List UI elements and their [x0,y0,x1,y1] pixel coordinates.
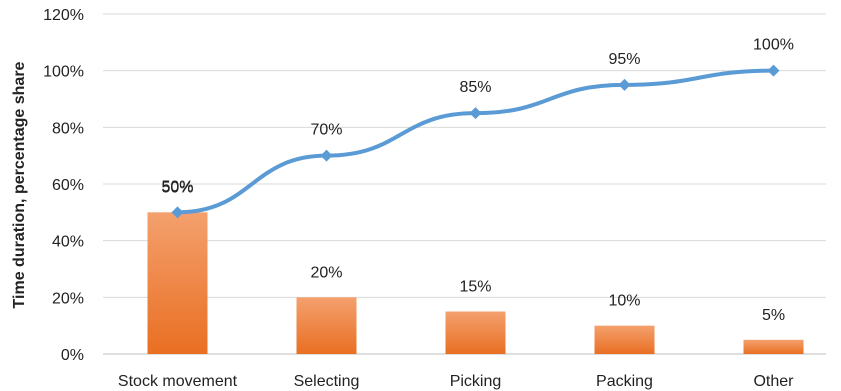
category-label: Stock movement [118,373,238,390]
gridlines [103,13,826,355]
x-axis-categories: Stock movement Selecting Picking Packing Oth… [118,373,794,390]
bar-value-label: 15% [459,279,491,296]
category-label: Selecting [294,373,360,390]
bar-0 [147,212,208,354]
cumulative-line-series [171,64,780,219]
line-point-marker [618,78,631,91]
y-tick-label: 100% [43,64,84,81]
bar-value-label: 50% [161,179,193,196]
y-tick-label: 0% [61,347,84,364]
bar-4 [743,339,804,354]
bar-1 [296,297,357,354]
y-tick-label: 60% [52,177,84,194]
category-label: Packing [596,373,653,390]
category-label: Other [753,373,794,390]
bar-3 [594,325,655,354]
line-value-label: 70% [310,122,342,139]
y-axis-ticks: 0% 20% 40% 60% 80% 100% 120% [43,7,84,364]
data-labels: 50%20%15%10%5%50%70%85%95%100% [161,37,793,324]
y-tick-label: 40% [52,234,84,251]
y-tick-label: 120% [43,7,84,24]
y-tick-label: 20% [52,290,84,307]
bar-value-label: 10% [608,293,640,310]
line-point-marker [171,206,184,219]
bar-value-label: 20% [310,264,342,281]
y-axis-title: Time duration, percentage share [11,61,28,308]
line-point-marker [469,107,482,120]
line-value-label: 100% [753,37,794,54]
bar-series [147,212,804,354]
line-point-marker [320,149,333,162]
line-value-label: 85% [459,79,491,96]
bar-2 [445,311,506,354]
line-point-marker [767,64,780,77]
y-tick-label: 80% [52,120,84,137]
category-label: Picking [450,373,502,390]
line-value-label: 50% [161,178,193,195]
bar-value-label: 5% [762,307,785,324]
line-value-label: 95% [608,51,640,68]
